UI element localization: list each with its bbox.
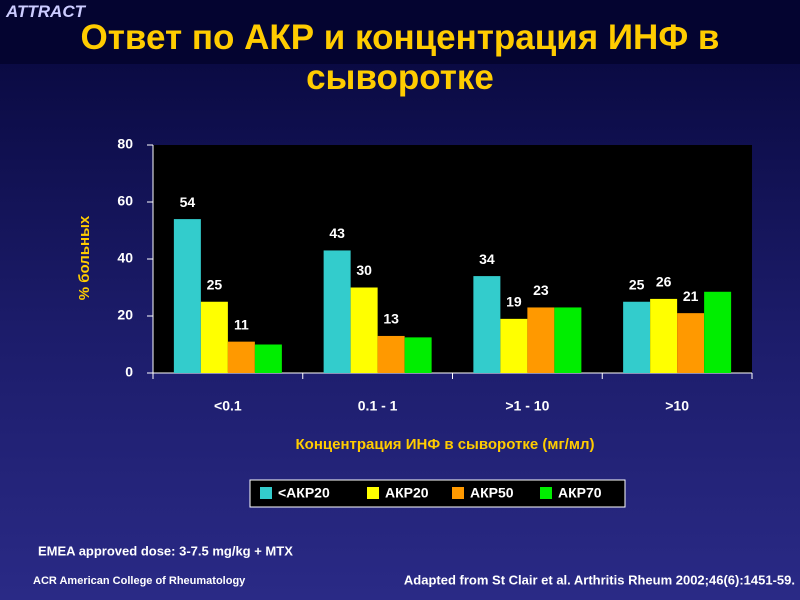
- bar: [227, 341, 255, 373]
- data-label: 25: [629, 276, 645, 292]
- bar: [254, 344, 282, 373]
- bar: [650, 298, 678, 373]
- data-label: 25: [207, 276, 223, 292]
- y-tick-label: 40: [117, 250, 133, 266]
- bar: [173, 219, 201, 373]
- bar: [350, 287, 378, 373]
- bar: [473, 276, 501, 373]
- bar: [404, 337, 432, 373]
- y-tick-label: 20: [117, 307, 133, 323]
- source-note: Adapted from St Clair et al. Arthritis R…: [404, 572, 795, 587]
- bar: [527, 307, 555, 373]
- x-tick-label: >1 - 10: [505, 398, 549, 414]
- bar: [704, 291, 732, 373]
- x-tick-label: <0.1: [214, 398, 242, 414]
- y-tick-label: 60: [117, 193, 133, 209]
- data-label: 43: [329, 225, 345, 241]
- x-axis-label: Концентрация ИНФ в сыворотке (мг/мл): [296, 436, 595, 453]
- bar: [677, 313, 705, 373]
- bar: [623, 301, 651, 373]
- data-label: 11: [234, 316, 249, 332]
- bar: [200, 301, 228, 373]
- legend-label: <АКР20: [278, 485, 330, 501]
- slide-title: Ответ по АКР и концентрация ИНФ в сыворо…: [80, 18, 720, 97]
- y-tick-label: 80: [117, 136, 133, 152]
- legend-swatch: [367, 487, 379, 499]
- bar: [323, 250, 351, 373]
- data-label: 30: [356, 262, 372, 278]
- org-note: ACR American College of Rheumatology: [33, 575, 246, 587]
- data-label: 54: [180, 194, 196, 210]
- data-label: 26: [656, 274, 672, 290]
- legend: [249, 479, 626, 508]
- y-axis-label: % больных: [76, 215, 93, 300]
- data-label: 23: [533, 282, 549, 298]
- x-tick-label: >10: [665, 398, 689, 414]
- legend-swatch: [260, 487, 272, 499]
- y-tick-label: 0: [125, 364, 133, 380]
- data-label: 13: [383, 311, 399, 327]
- top-band: [0, 0, 800, 64]
- data-label: 19: [506, 294, 522, 310]
- x-tick-label: 0.1 - 1: [358, 398, 398, 414]
- legend-label: АКР20: [385, 485, 429, 501]
- legend-swatch: [540, 487, 552, 499]
- data-label: 21: [683, 288, 699, 304]
- legend-label: АКР50: [470, 485, 514, 501]
- dose-note: EMEA approved dose: 3-7.5 mg/kg + MTX: [38, 543, 293, 558]
- data-label: 34: [479, 251, 495, 267]
- legend-label: АКР70: [558, 485, 602, 501]
- bar: [500, 318, 528, 373]
- bar: [377, 335, 405, 373]
- legend-swatch: [452, 487, 464, 499]
- slide-tag: ATTRACT: [6, 2, 85, 21]
- bar: [554, 307, 582, 373]
